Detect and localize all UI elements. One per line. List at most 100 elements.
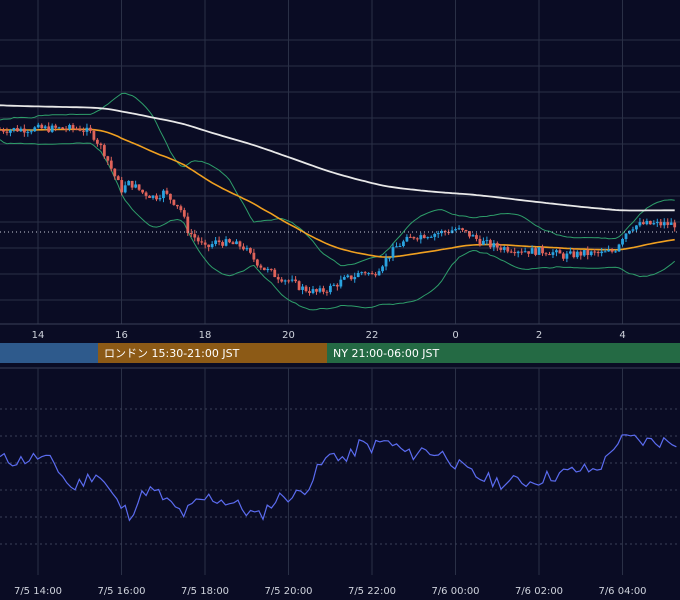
candle-body — [175, 204, 179, 207]
candle-body — [457, 228, 461, 230]
candle-body — [116, 176, 120, 181]
candle-body — [61, 127, 64, 129]
candle-body — [221, 242, 224, 246]
candle-body — [652, 223, 656, 225]
candle-body — [363, 272, 367, 274]
session-block — [98, 343, 327, 363]
candle-body — [106, 156, 110, 161]
candle-body — [231, 242, 235, 245]
candle-body — [109, 160, 113, 169]
candle-body — [36, 124, 40, 128]
candle-body — [57, 127, 61, 129]
candle-body — [662, 222, 666, 226]
candle-body — [464, 230, 468, 232]
candle-body — [475, 235, 478, 239]
x-tick-label: 4 — [619, 330, 625, 341]
candle-body — [506, 247, 510, 252]
session-block — [327, 343, 680, 363]
oscillator-series-line — [0, 434, 677, 522]
candle-body — [238, 241, 242, 247]
candle-body — [89, 127, 92, 131]
candle-body — [631, 229, 635, 231]
candle-body — [315, 289, 318, 292]
candle-body — [85, 127, 89, 132]
candle-body — [353, 277, 357, 280]
candle-body — [648, 220, 652, 225]
candle-body — [534, 248, 537, 255]
candle-body — [370, 273, 374, 275]
candle-body — [280, 279, 284, 282]
moving-average-short — [0, 128, 675, 258]
candle-body — [342, 277, 346, 280]
candle-body — [499, 247, 503, 250]
candle-body — [655, 221, 659, 224]
x-tick-label: 22 — [366, 330, 379, 341]
candle-body — [22, 128, 26, 133]
candle-body — [426, 237, 430, 239]
candle-body — [179, 206, 183, 211]
candle-body — [9, 130, 12, 133]
candle-body — [433, 234, 437, 237]
candle-body — [607, 249, 611, 252]
session-block — [0, 343, 98, 363]
candle-body — [2, 129, 5, 132]
candle-body — [248, 248, 252, 253]
candle-body — [301, 286, 304, 290]
candle-body — [419, 235, 423, 240]
candle-body — [374, 274, 377, 276]
candle-body — [544, 253, 548, 255]
candle-body — [308, 291, 311, 294]
candle-body — [196, 237, 200, 242]
x-tick-label: 14 — [32, 330, 45, 341]
price-x-axis: 14 16 18 20 22 0 2 4 — [32, 330, 626, 341]
candle-body — [478, 238, 482, 245]
candle-body — [360, 272, 364, 274]
candle-body — [141, 189, 144, 193]
x-tick-label: 18 — [199, 330, 212, 341]
x-tick-label: 7/5 16:00 — [97, 586, 145, 597]
candle-body — [214, 240, 218, 245]
candle-body — [33, 127, 37, 132]
x-tick-label: 7/6 02:00 — [515, 586, 563, 597]
candle-body — [165, 190, 169, 194]
bollinger-upper — [0, 92, 675, 267]
candle-body — [99, 143, 103, 146]
candle-body — [617, 244, 621, 252]
candle-body — [405, 236, 409, 242]
candle-body — [638, 222, 642, 226]
candle-body — [19, 128, 23, 132]
candle-body — [346, 275, 350, 278]
time-x-axis: 7/5 14:00 7/5 16:00 7/5 18:00 7/5 20:00 7/5 … — [14, 586, 647, 597]
x-tick-label: 7/5 22:00 — [348, 586, 396, 597]
candle-body — [68, 125, 71, 130]
candle-body — [297, 281, 301, 290]
candle-body — [596, 251, 600, 254]
candle-body — [624, 233, 628, 239]
candle-body — [335, 284, 339, 287]
candle-body — [130, 180, 134, 188]
candle-body — [593, 251, 597, 253]
candle-body — [123, 185, 127, 193]
candle-body — [127, 180, 131, 186]
session-label: ロンドン 15:30-21:00 JST — [104, 347, 240, 360]
candle-body — [610, 249, 614, 252]
bollinger-lower — [0, 139, 676, 311]
candle-body — [0, 129, 2, 131]
candle-body — [172, 199, 176, 205]
candle-body — [318, 288, 322, 292]
candle-body — [283, 280, 287, 282]
candle-body — [492, 243, 496, 248]
candle-body — [182, 210, 186, 217]
candle-body — [47, 126, 51, 132]
candle-body — [304, 286, 308, 292]
bollinger-bands — [0, 92, 676, 311]
session-bar: ロンドン 15:30-21:00 JST NY 21:00-06:00 JST — [0, 343, 680, 363]
candle-body — [134, 184, 138, 188]
candle-body — [558, 250, 562, 254]
candle-body — [349, 275, 353, 280]
candle-body — [537, 247, 541, 255]
candle-body — [276, 277, 280, 280]
candle-body — [207, 244, 211, 247]
candle-body — [151, 195, 155, 198]
candle-body — [82, 130, 85, 132]
